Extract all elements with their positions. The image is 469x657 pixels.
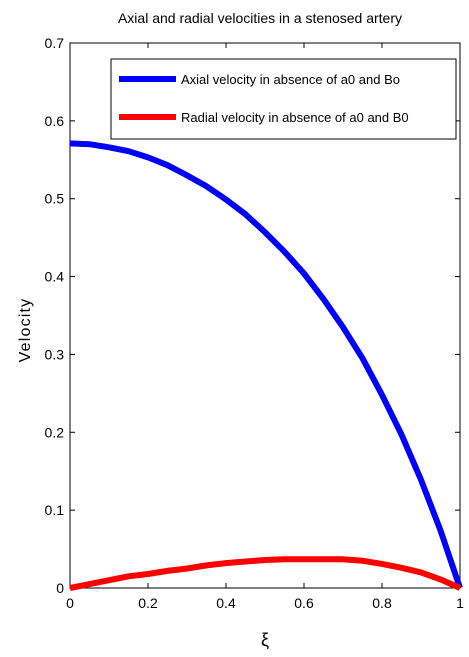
y-tick-label: 0 xyxy=(56,580,64,596)
axes-box xyxy=(69,42,461,589)
x-tick-label: 1 xyxy=(456,595,464,611)
legend-label: Axial velocity in absence of a0 and Bo xyxy=(181,72,400,87)
y-tick-label: 0.2 xyxy=(45,424,65,440)
x-tick-label: 0.8 xyxy=(372,595,392,611)
x-tick-label: 0.2 xyxy=(138,595,158,611)
x-tick-label: 0 xyxy=(66,595,74,611)
legend-box xyxy=(110,58,457,140)
y-tick-label: 0.7 xyxy=(45,35,65,51)
x-tick-label: 0.6 xyxy=(294,595,314,611)
legend-label: Radial velocity in absence of a0 and B0 xyxy=(181,110,409,125)
plot-area: 0 0.2 0.4 0.6 0.8 1 0 0.1 0.2 0.3 0.4 0.5 0.6 0.7 xyxy=(45,35,465,611)
y-tick-label: 0.5 xyxy=(45,191,65,207)
x-tick-label: 0.4 xyxy=(216,595,236,611)
y-axis-label: Velocity xyxy=(17,298,34,363)
series-line-axial xyxy=(69,140,463,589)
series-line-radial xyxy=(69,556,462,591)
y-tick-label: 0.3 xyxy=(45,346,65,362)
y-tick-label: 0.4 xyxy=(45,269,65,285)
chart-title: Axial and radial velocities in a stenose… xyxy=(118,10,402,26)
y-tick-label: 0.6 xyxy=(45,113,65,129)
legend: Axial velocity in absence of a0 and Bo Ra… xyxy=(110,58,457,140)
x-axis-label: ξ xyxy=(261,630,269,650)
y-tick-label: 0.1 xyxy=(45,502,65,518)
